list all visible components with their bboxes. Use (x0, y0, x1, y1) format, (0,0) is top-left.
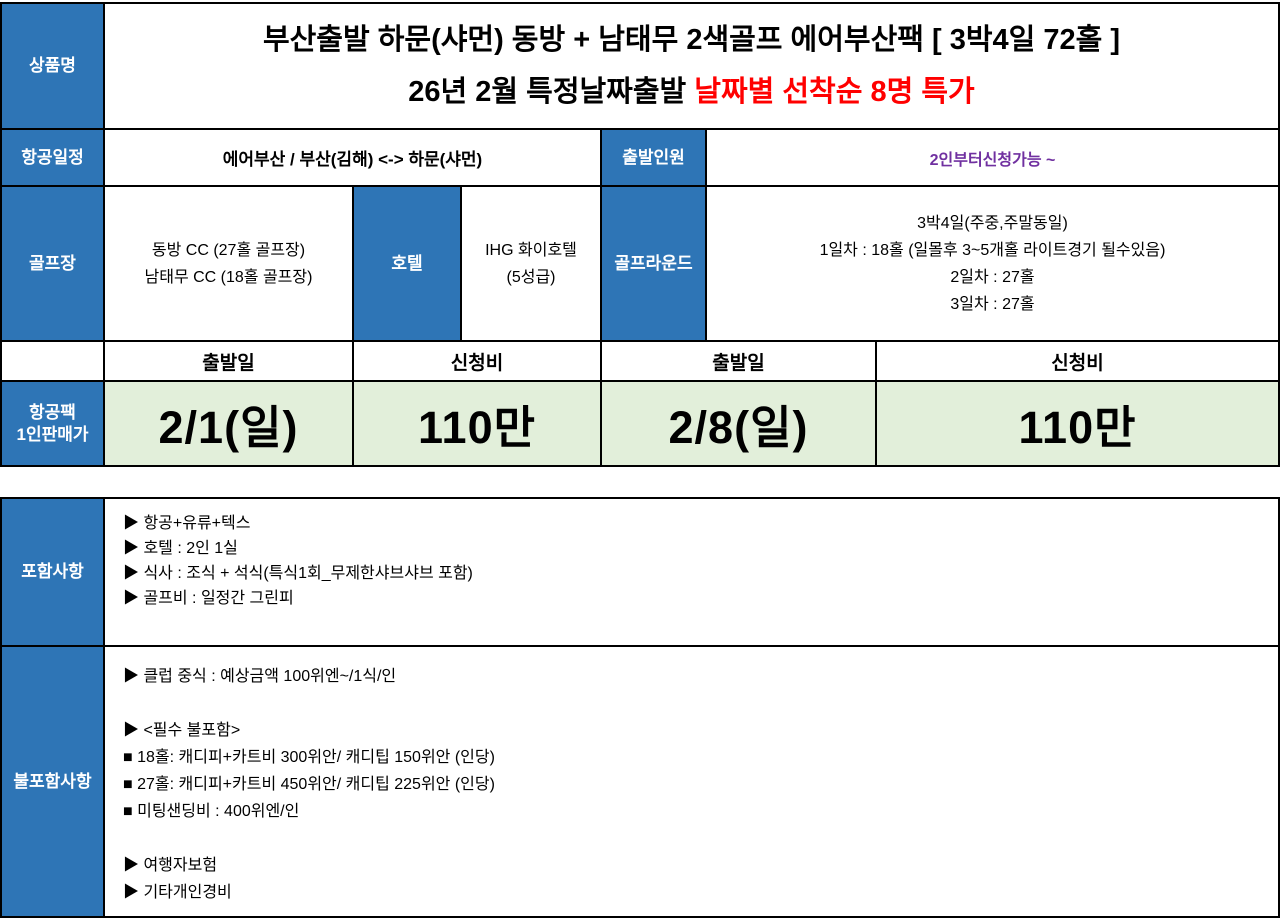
price-fee-1: 110만 (352, 380, 602, 467)
golf-round-line: 3일차 : 27홀 (950, 295, 1035, 313)
excluded-item: ■ 18홀: 캐디피+카트비 300위안/ 캐디팁 150위안 (인당) (123, 749, 495, 766)
price-row-label-line1: 항공팩 (29, 402, 76, 422)
price-row-label-line2: 1인판매가 (16, 424, 89, 444)
hotel-value: IHG 화이호텔 (5성급) (460, 185, 602, 342)
golf-course-label: 골프장 (0, 185, 105, 342)
excluded-item: ▶ 여행자보험 (123, 857, 218, 874)
product-title-line2-prefix: 26년 2월 특정날짜출발 (408, 76, 695, 108)
excluded-list: ▶ 클럽 중식 : 예상금액 100위엔~/1식/인 ▶ <필수 불포함> ■ … (103, 645, 1280, 918)
price-departure-1: 2/1(일) (103, 380, 354, 467)
included-label: 포함사항 (0, 497, 105, 647)
excluded-item: ■ 27홀: 캐디피+카트비 450위안/ 캐디팁 225위안 (인당) (123, 776, 495, 793)
flight-schedule-value: 에어부산 / 부산(김해) <-> 하문(샤먼) (103, 128, 602, 187)
excluded-item: ■ 미팅샌딩비 : 400위엔/인 (123, 803, 300, 820)
golf-course-line: 동방 CC (27홀 골프장) (151, 241, 306, 259)
included-list: ▶ 항공+유류+텍스 ▶ 호텔 : 2인 1실 ▶ 식사 : 조식 + 석식(특… (103, 497, 1280, 647)
excluded-label: 불포함사항 (0, 645, 105, 918)
included-item: ▶ 골프비 : 일정간 그린피 (123, 590, 294, 607)
golf-round-line: 1일차 : 18홀 (일몰후 3~5개홀 라이트경기 될수있음) (819, 241, 1166, 259)
product-title-cell: 부산출발 하문(샤먼) 동방 + 남태무 2색골프 에어부산팩 [ 3박4일 7… (103, 2, 1280, 130)
excluded-item: ▶ <필수 불포함> (123, 722, 241, 739)
golf-round-value: 3박4일(주중,주말동일) 1일차 : 18홀 (일몰후 3~5개홀 라이트경기… (705, 185, 1280, 342)
product-name-label: 상품명 (0, 2, 105, 130)
golf-course-value: 동방 CC (27홀 골프장) 남태무 CC (18홀 골프장) (103, 185, 354, 342)
golf-round-label: 골프라운드 (600, 185, 707, 342)
golf-course-line: 남태무 CC (18홀 골프장) (144, 268, 313, 286)
golf-round-line: 3박4일(주중,주말동일) (917, 214, 1068, 232)
price-header-fee-2: 신청비 (875, 340, 1280, 382)
product-title-line2: 26년 2월 특정날짜출발 날짜별 선착순 8명 특가 (408, 66, 974, 118)
price-header-departure-2: 출발일 (600, 340, 877, 382)
hotel-line: (5성급) (506, 268, 556, 286)
included-item: ▶ 항공+유류+텍스 (123, 515, 251, 532)
golf-round-line: 2일차 : 27홀 (950, 268, 1035, 286)
price-row-label: 항공팩 1인판매가 (0, 380, 105, 467)
departure-people-label: 출발인원 (600, 128, 707, 187)
price-header-fee-1: 신청비 (352, 340, 602, 382)
price-fee-2: 110만 (875, 380, 1280, 467)
flight-schedule-label: 항공일정 (0, 128, 105, 187)
included-item: ▶ 식사 : 조식 + 석식(특식1회_무제한샤브샤브 포함) (123, 565, 473, 582)
departure-people-value: 2인부터신청가능 ~ (705, 128, 1280, 187)
price-header-departure-1: 출발일 (103, 340, 354, 382)
price-departure-2: 2/8(일) (600, 380, 877, 467)
product-title-line1: 부산출발 하문(샤먼) 동방 + 남태무 2색골프 에어부산팩 [ 3박4일 7… (262, 24, 1121, 56)
product-title-line2-highlight: 날짜별 선착순 8명 특가 (694, 76, 975, 108)
excluded-item: ▶ 기타개인경비 (123, 884, 232, 901)
excluded-item: ▶ 클럽 중식 : 예상금액 100위엔~/1식/인 (123, 668, 397, 685)
hotel-label: 호텔 (352, 185, 462, 342)
price-header-empty-cell (0, 340, 105, 382)
included-item: ▶ 호텔 : 2인 1실 (123, 540, 238, 557)
hotel-line: IHG 화이호텔 (485, 241, 577, 259)
